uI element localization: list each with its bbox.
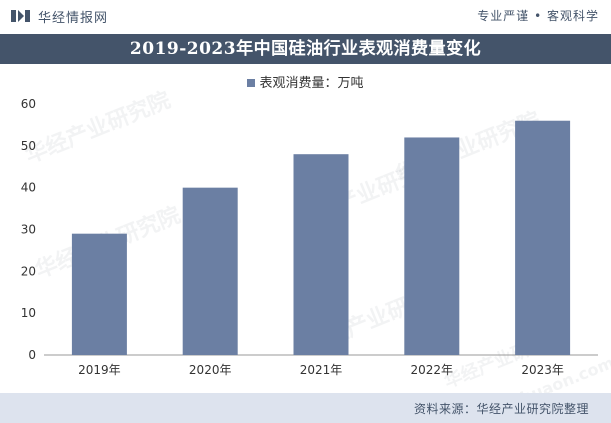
x-tick-label: 2021年 [300, 363, 343, 377]
y-tick-label: 30 [21, 223, 36, 237]
footer: 资料来源：华经产业研究院整理 [0, 393, 611, 423]
x-tick-label: 2023年 [521, 363, 564, 377]
top-bar: 华经情报网 专业严谨 • 客观科学 [0, 0, 611, 30]
legend-swatch [247, 78, 256, 87]
slogan: 专业严谨 • 客观科学 [477, 9, 599, 23]
x-axis-labels: 2019年 2020年 2021年 2022年 2023年 [78, 363, 564, 377]
y-tick-label: 10 [21, 306, 36, 320]
bar [404, 137, 460, 355]
x-tick-label: 2022年 [411, 363, 454, 377]
bar [71, 233, 127, 355]
brand-name: 华经情报网 [38, 10, 109, 26]
bar-chart: 0 10 20 30 40 50 60 2019年 2020年 2021年 2022年 2023年 [21, 97, 598, 377]
y-tick-label: 20 [21, 264, 36, 278]
chart-title: 2019-2023年中国硅油行业表观消费量变化 [129, 39, 482, 59]
bar [293, 154, 349, 355]
bars [71, 120, 571, 355]
x-tick-label: 2019年 [78, 363, 121, 377]
brand[interactable]: 华经情报网 [10, 6, 108, 26]
y-tick-label: 0 [28, 348, 36, 362]
brand-logo-icon [11, 10, 30, 22]
chart-legend: 表观消费量：万吨 [0, 72, 611, 91]
legend-label: 表观消费量：万吨 [259, 76, 364, 91]
y-tick-label: 60 [21, 97, 36, 111]
source-note: 资料来源：华经产业研究院整理 [413, 402, 589, 416]
bar [182, 187, 238, 355]
title-bar: 2019-2023年中国硅油行业表观消费量变化 [0, 34, 611, 64]
x-tick-label: 2020年 [189, 363, 232, 377]
y-tick-label: 50 [21, 139, 36, 153]
y-axis-labels: 0 10 20 30 40 50 60 [21, 97, 36, 362]
bar [515, 120, 571, 355]
y-tick-label: 40 [21, 181, 36, 195]
